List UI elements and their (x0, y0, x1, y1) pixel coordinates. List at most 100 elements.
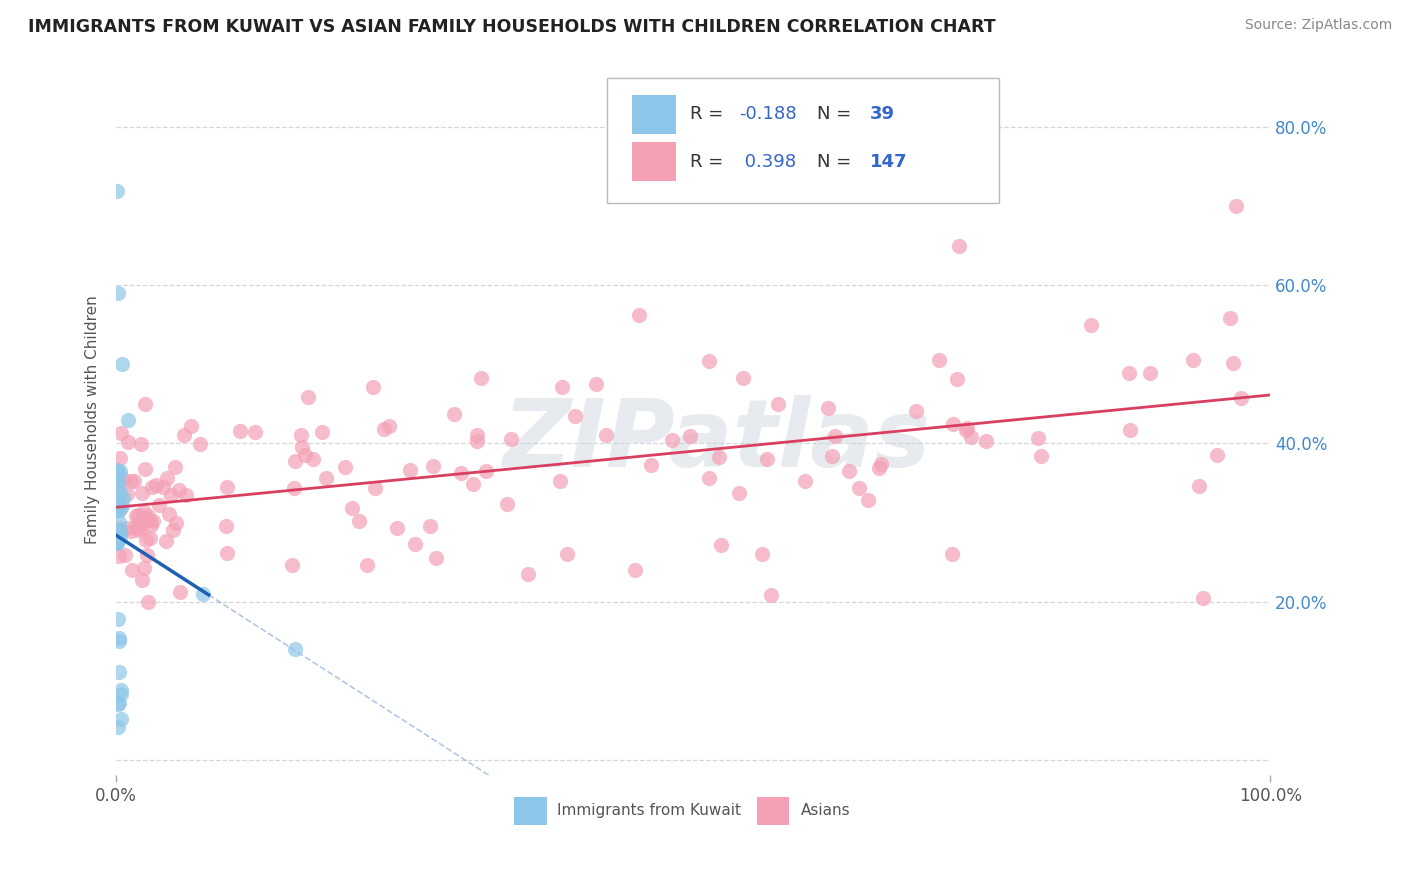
Point (108, 485, 131, 500)
Point (340, 500, 363, 515)
Point (174, 488, 197, 502)
Point (107, 286, 129, 301)
Point (110, 687, 132, 701)
Point (450, 466, 472, 480)
Point (139, 513, 162, 527)
Point (956, 421, 979, 435)
Point (1230, 391, 1253, 405)
Point (378, 419, 401, 434)
Point (945, 372, 967, 386)
Point (229, 424, 252, 438)
Point (868, 461, 890, 475)
Point (661, 434, 683, 448)
Point (107, 720, 129, 734)
Text: Immigrants from Kuwait: Immigrants from Kuwait (557, 804, 741, 819)
Point (127, 508, 149, 522)
Point (132, 505, 155, 519)
Point (1028, 430, 1050, 444)
Point (848, 481, 870, 495)
Point (399, 463, 422, 477)
Point (107, 612, 129, 626)
Point (217, 546, 239, 560)
Point (1192, 591, 1215, 605)
Point (145, 477, 167, 491)
Text: 39: 39 (870, 105, 894, 123)
Point (105, 534, 128, 549)
Point (928, 353, 950, 368)
Point (108, 524, 131, 538)
Point (136, 594, 159, 608)
Point (870, 457, 893, 471)
FancyBboxPatch shape (633, 95, 676, 134)
Point (148, 498, 170, 512)
FancyBboxPatch shape (515, 797, 547, 825)
Text: Asians: Asians (800, 804, 851, 819)
Point (129, 521, 152, 535)
Text: 147: 147 (870, 153, 907, 171)
Point (905, 404, 928, 418)
Point (108, 503, 131, 517)
FancyBboxPatch shape (607, 78, 1000, 202)
Point (107, 467, 129, 482)
Point (759, 589, 782, 603)
Point (564, 409, 586, 423)
Point (131, 486, 153, 500)
Point (1080, 318, 1102, 333)
Point (110, 425, 132, 440)
Point (697, 470, 720, 484)
Point (152, 480, 174, 494)
Point (134, 397, 156, 411)
Point (107, 697, 129, 711)
Y-axis label: Family Households with Children: Family Households with Children (86, 295, 100, 544)
Point (463, 477, 485, 491)
Point (105, 184, 128, 198)
Point (107, 696, 129, 710)
Point (960, 430, 983, 444)
Point (162, 524, 184, 538)
Point (548, 474, 571, 488)
Point (470, 371, 492, 385)
Point (111, 472, 134, 486)
Point (419, 518, 441, 533)
Text: N =: N = (817, 105, 856, 123)
Point (110, 682, 132, 697)
Point (108, 464, 131, 478)
Point (120, 474, 142, 488)
Point (108, 631, 131, 645)
Point (1118, 366, 1140, 380)
Point (165, 516, 187, 530)
Point (107, 521, 129, 535)
Point (838, 463, 860, 477)
Point (679, 429, 702, 443)
Point (941, 547, 963, 561)
Point (731, 371, 754, 385)
Point (139, 531, 162, 545)
Point (121, 563, 143, 577)
Point (283, 481, 305, 495)
Point (107, 500, 129, 514)
Point (284, 454, 307, 468)
Point (156, 471, 179, 485)
Point (955, 424, 977, 438)
Point (163, 460, 186, 475)
Point (361, 379, 384, 393)
Point (132, 560, 155, 574)
Point (516, 566, 538, 581)
Point (110, 525, 132, 540)
Point (243, 425, 266, 439)
Point (385, 521, 408, 535)
Point (297, 390, 319, 404)
Point (640, 458, 662, 473)
Point (157, 507, 180, 521)
Point (111, 358, 134, 372)
Point (349, 514, 371, 528)
Point (105, 475, 128, 490)
Point (105, 536, 128, 550)
Point (108, 502, 131, 516)
Point (139, 517, 162, 532)
Point (1182, 352, 1205, 367)
Point (311, 425, 333, 439)
Text: R =: R = (690, 153, 728, 171)
Point (142, 514, 165, 528)
Point (627, 308, 650, 322)
